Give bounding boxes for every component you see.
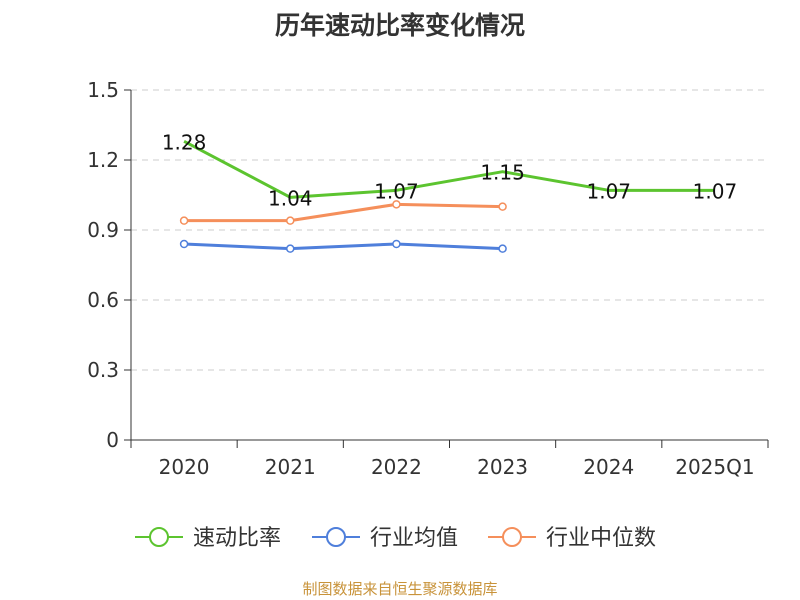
y-tick-label: 1.2 (87, 148, 119, 172)
legend-swatch-marker (326, 527, 346, 547)
series-line-0 (183, 140, 715, 199)
y-tick-label: 0.6 (87, 288, 119, 312)
y-tick-label: 0.3 (87, 358, 119, 382)
data-point-marker (179, 239, 189, 249)
data-label: 1.07 (693, 179, 738, 203)
legend-label: 行业中位数 (546, 526, 656, 551)
data-label: 1.15 (480, 161, 525, 185)
grid-lines (131, 89, 768, 371)
data-label: 1.07 (374, 179, 419, 203)
data-labels: 1.28 1.04 1.07 1.15 1.07 1.07 (162, 130, 737, 210)
legend-label: 行业均值 (370, 526, 458, 551)
y-tick-label: 1.5 (87, 78, 119, 102)
data-label: 1.04 (268, 186, 313, 210)
x-tick-label: 2020 (159, 455, 210, 479)
legend-swatch-marker (149, 527, 169, 547)
legend-label: 速动比率 (193, 526, 281, 551)
data-point-marker (498, 202, 507, 211)
x-tick-label: 2023 (477, 455, 528, 479)
x-tick-label: 2025Q1 (675, 455, 754, 479)
x-tick-label: 2024 (583, 455, 634, 479)
data-point-marker (286, 244, 295, 253)
x-tick-label: 2022 (371, 455, 422, 479)
chart-title: 历年速动比率变化情况 (274, 11, 525, 40)
data-label: 1.28 (162, 130, 207, 154)
data-point-marker (498, 244, 507, 253)
x-tick-label: 2021 (265, 455, 316, 479)
series-line-2 (184, 202, 503, 223)
data-point-marker (392, 200, 401, 209)
y-tick-label: 0 (106, 428, 119, 452)
y-tick-label: 0.9 (87, 218, 119, 242)
source-note: 制图数据来自恒生聚源数据库 (302, 580, 498, 598)
legend-swatch-marker (502, 527, 522, 547)
legend: 速动比率 行业均值 行业中位数 (135, 526, 656, 551)
series-lines (179, 140, 715, 253)
data-point-marker (392, 239, 401, 249)
data-point-marker (179, 216, 189, 225)
series-line-1 (184, 242, 503, 251)
data-label: 1.07 (586, 179, 631, 203)
data-point-marker (286, 216, 295, 225)
axes: 0 0.3 0.6 0.9 1.2 1.5 2020 2021 2022 2023 2024 2025… (87, 78, 769, 479)
